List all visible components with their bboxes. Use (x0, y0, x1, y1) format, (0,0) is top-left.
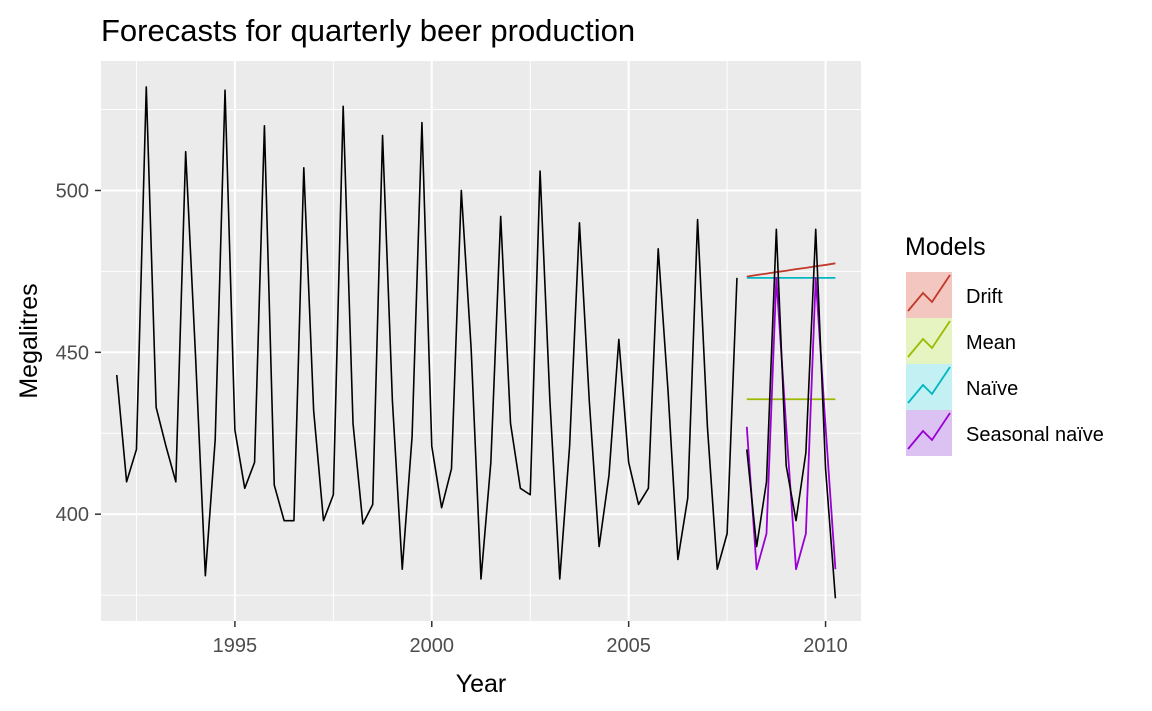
legend-label: Seasonal naïve (966, 424, 1104, 446)
x-tick-label: 2000 (410, 635, 455, 657)
forecast-line (746, 262, 836, 278)
legend: Models Drift Mean Naïve Seasonal naïve (905, 233, 1104, 456)
legend-key-line (907, 366, 951, 404)
plot-panel (101, 61, 861, 621)
x-tick-label: 2010 (803, 635, 848, 657)
legend-key-line (907, 412, 951, 450)
legend-key (906, 272, 952, 318)
legend-key (906, 364, 952, 410)
history-line (115, 86, 738, 580)
test-data-line (746, 228, 837, 599)
legend-key-line (907, 274, 951, 312)
series-lines (115, 86, 837, 599)
y-axis-title: Megalitres (15, 283, 43, 398)
legend-key-line (907, 320, 951, 358)
y-tick-label: 450 (56, 342, 89, 364)
x-tick-label: 1995 (213, 635, 258, 657)
legend-key (906, 318, 952, 364)
y-tick-label: 500 (56, 180, 89, 202)
chart-title: Forecasts for quarterly beer production (101, 13, 635, 48)
x-axis-title: Year (456, 670, 507, 698)
y-tick-label: 400 (56, 504, 89, 526)
legend-key (906, 410, 952, 456)
legend-label: Drift (966, 286, 1003, 308)
legend-title: Models (905, 233, 986, 261)
legend-label: Mean (966, 332, 1016, 354)
axis-ticks: 1995 2000 2005 2010 400 450 500 (56, 180, 848, 657)
minor-gridlines (101, 61, 861, 621)
x-tick-label: 2005 (606, 635, 651, 657)
legend-label: Naïve (966, 378, 1018, 400)
